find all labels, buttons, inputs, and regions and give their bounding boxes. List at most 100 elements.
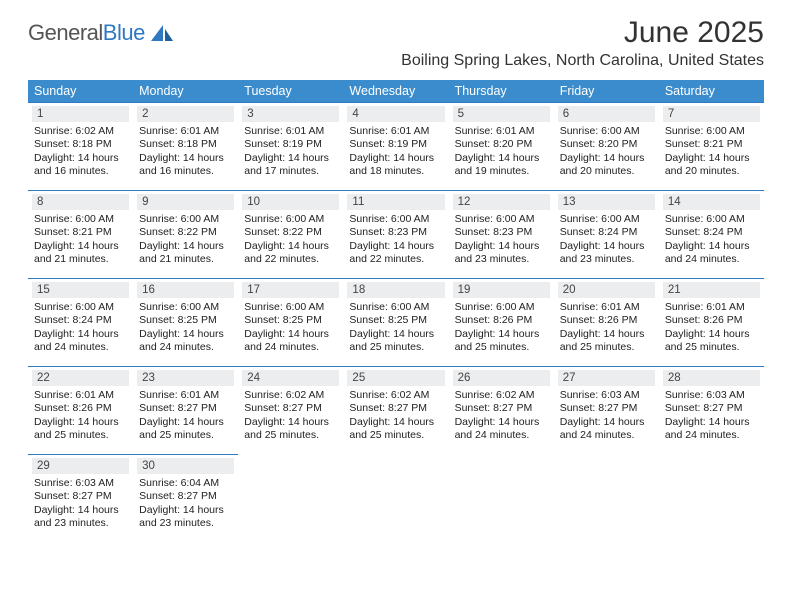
brand-part2: Blue: [103, 20, 145, 45]
day-cell: 19Sunrise: 6:00 AMSunset: 8:26 PMDayligh…: [449, 279, 554, 367]
day-number: 26: [453, 370, 550, 386]
day-number: 13: [558, 194, 655, 210]
day-cell: 13 Sunrise: 6:00 AMSunset: 8:24 PMDayligh…: [554, 191, 659, 279]
day-cell: 29Sunrise: 6:03 AMSunset: 8:27 PMDayligh…: [28, 455, 133, 541]
day-details: Sunrise: 6:02 AMSunset: 8:27 PMDaylight:…: [242, 389, 339, 443]
day-cell: 30 Sunrise: 6:04 AMSunset: 8:27 PMDayligh…: [133, 455, 238, 541]
day-number: 8: [32, 194, 129, 210]
day-number: 17: [242, 282, 339, 298]
day-number: 1: [32, 106, 129, 122]
empty-cell: [554, 455, 659, 541]
day-cell: 28Sunrise: 6:03 AMSunset: 8:27 PMDayligh…: [659, 367, 764, 455]
day-number: 24: [242, 370, 339, 386]
day-details: Sunrise: 6:00 AMSunset: 8:25 PMDaylight:…: [347, 301, 444, 355]
day-details: Sunrise: 6:00 AMSunset: 8:20 PMDaylight:…: [558, 125, 655, 179]
day-cell: 20 Sunrise: 6:01 AMSunset: 8:26 PMDayligh…: [554, 279, 659, 367]
day-details: Sunrise: 6:00 AMSunset: 8:26 PMDaylight:…: [453, 301, 550, 355]
day-details: Sunrise: 6:02 AMSunset: 8:27 PMDaylight:…: [347, 389, 444, 443]
day-cell: 27Sunrise: 6:03 AMSunset: 8:27 PMDayligh…: [554, 367, 659, 455]
day-details: Sunrise: 6:03 AMSunset: 8:27 PMDaylight:…: [32, 477, 129, 531]
day-details: Sunrise: 6:03 AMSunset: 8:27 PMDaylight:…: [663, 389, 760, 443]
dh-mon: Monday: [133, 80, 238, 103]
empty-cell: [449, 455, 554, 541]
day-cell: 25 Sunrise: 6:02 AMSunset: 8:27 PMDayligh…: [343, 367, 448, 455]
day-details: Sunrise: 6:04 AMSunset: 8:27 PMDaylight:…: [137, 477, 234, 531]
day-number: 3: [242, 106, 339, 122]
day-details: Sunrise: 6:01 AMSunset: 8:19 PMDaylight:…: [242, 125, 339, 179]
day-details: Sunrise: 6:00 AMSunset: 8:24 PMDaylight:…: [663, 213, 760, 267]
calendar-row: 8 Sunrise: 6:00 AMSunset: 8:21 PMDaylight…: [28, 191, 764, 279]
day-number: 23: [137, 370, 234, 386]
day-number: 6: [558, 106, 655, 122]
dh-thu: Thursday: [449, 80, 554, 103]
empty-cell: [659, 455, 764, 541]
day-number: 12: [453, 194, 550, 210]
calendar-row: 22 Sunrise: 6:01 AMSunset: 8:26 PMDayligh…: [28, 367, 764, 455]
day-details: Sunrise: 6:00 AMSunset: 8:25 PMDaylight:…: [242, 301, 339, 355]
day-details: Sunrise: 6:00 AMSunset: 8:22 PMDaylight:…: [242, 213, 339, 267]
day-details: Sunrise: 6:03 AMSunset: 8:27 PMDaylight:…: [558, 389, 655, 443]
brand-part1: General: [28, 20, 103, 45]
calendar-row: 29Sunrise: 6:03 AMSunset: 8:27 PMDayligh…: [28, 455, 764, 541]
day-header-row: Sunday Monday Tuesday Wednesday Thursday…: [28, 80, 764, 103]
day-details: Sunrise: 6:01 AMSunset: 8:18 PMDaylight:…: [137, 125, 234, 179]
day-cell: 9Sunrise: 6:00 AMSunset: 8:22 PMDaylight…: [133, 191, 238, 279]
day-number: 16: [137, 282, 234, 298]
sail-icon: [149, 23, 175, 43]
day-details: Sunrise: 6:01 AMSunset: 8:27 PMDaylight:…: [137, 389, 234, 443]
page-title: June 2025: [624, 16, 764, 50]
day-cell: 11 Sunrise: 6:00 AMSunset: 8:23 PMDayligh…: [343, 191, 448, 279]
empty-cell: [238, 455, 343, 541]
day-details: Sunrise: 6:01 AMSunset: 8:26 PMDaylight:…: [32, 389, 129, 443]
day-cell: 24 Sunrise: 6:02 AMSunset: 8:27 PMDayligh…: [238, 367, 343, 455]
day-details: Sunrise: 6:00 AMSunset: 8:24 PMDaylight:…: [32, 301, 129, 355]
day-cell: 12 Sunrise: 6:00 AMSunset: 8:23 PMDayligh…: [449, 191, 554, 279]
day-details: Sunrise: 6:00 AMSunset: 8:25 PMDaylight:…: [137, 301, 234, 355]
page-subtitle: Boiling Spring Lakes, North Carolina, Un…: [28, 52, 764, 70]
day-details: Sunrise: 6:00 AMSunset: 8:21 PMDaylight:…: [32, 213, 129, 267]
day-cell: 16 Sunrise: 6:00 AMSunset: 8:25 PMDayligh…: [133, 279, 238, 367]
day-number: 7: [663, 106, 760, 122]
day-number: 30: [137, 458, 234, 474]
day-cell: 22 Sunrise: 6:01 AMSunset: 8:26 PMDayligh…: [28, 367, 133, 455]
dh-wed: Wednesday: [343, 80, 448, 103]
dh-sun: Sunday: [28, 80, 133, 103]
day-details: Sunrise: 6:00 AMSunset: 8:24 PMDaylight:…: [558, 213, 655, 267]
day-cell: 10 Sunrise: 6:00 AMSunset: 8:22 PMDayligh…: [238, 191, 343, 279]
day-details: Sunrise: 6:00 AMSunset: 8:22 PMDaylight:…: [137, 213, 234, 267]
dh-tue: Tuesday: [238, 80, 343, 103]
day-cell: 1 Sunrise: 6:02 AMSunset: 8:18 PMDaylight…: [28, 103, 133, 191]
day-details: Sunrise: 6:00 AMSunset: 8:23 PMDaylight:…: [453, 213, 550, 267]
day-cell: 21 Sunrise: 6:01 AMSunset: 8:26 PMDayligh…: [659, 279, 764, 367]
dh-sat: Saturday: [659, 80, 764, 103]
day-number: 2: [137, 106, 234, 122]
day-details: Sunrise: 6:01 AMSunset: 8:26 PMDaylight:…: [663, 301, 760, 355]
day-cell: 5Sunrise: 6:01 AMSunset: 8:20 PMDaylight…: [449, 103, 554, 191]
day-cell: 2 Sunrise: 6:01 AMSunset: 8:18 PMDaylight…: [133, 103, 238, 191]
calendar-page: GeneralBlue June 2025 Boiling Spring Lak…: [0, 0, 792, 551]
day-details: Sunrise: 6:01 AMSunset: 8:19 PMDaylight:…: [347, 125, 444, 179]
day-cell: 7Sunrise: 6:00 AMSunset: 8:21 PMDaylight…: [659, 103, 764, 191]
day-number: 21: [663, 282, 760, 298]
day-number: 11: [347, 194, 444, 210]
day-cell: 14Sunrise: 6:00 AMSunset: 8:24 PMDayligh…: [659, 191, 764, 279]
dh-fri: Friday: [554, 80, 659, 103]
empty-cell: [343, 455, 448, 541]
day-cell: 3 Sunrise: 6:01 AMSunset: 8:19 PMDaylight…: [238, 103, 343, 191]
day-cell: 17 Sunrise: 6:00 AMSunset: 8:25 PMDayligh…: [238, 279, 343, 367]
calendar-row: 1 Sunrise: 6:02 AMSunset: 8:18 PMDaylight…: [28, 103, 764, 191]
calendar-table: Sunday Monday Tuesday Wednesday Thursday…: [28, 80, 764, 541]
day-number: 20: [558, 282, 655, 298]
day-details: Sunrise: 6:01 AMSunset: 8:20 PMDaylight:…: [453, 125, 550, 179]
day-details: Sunrise: 6:01 AMSunset: 8:26 PMDaylight:…: [558, 301, 655, 355]
day-number: 18: [347, 282, 444, 298]
day-cell: 6 Sunrise: 6:00 AMSunset: 8:20 PMDaylight…: [554, 103, 659, 191]
day-cell: 15Sunrise: 6:00 AMSunset: 8:24 PMDayligh…: [28, 279, 133, 367]
day-number: 22: [32, 370, 129, 386]
day-number: 10: [242, 194, 339, 210]
day-cell: 26Sunrise: 6:02 AMSunset: 8:27 PMDayligh…: [449, 367, 554, 455]
calendar-row: 15Sunrise: 6:00 AMSunset: 8:24 PMDayligh…: [28, 279, 764, 367]
day-details: Sunrise: 6:00 AMSunset: 8:23 PMDaylight:…: [347, 213, 444, 267]
day-number: 25: [347, 370, 444, 386]
day-details: Sunrise: 6:02 AMSunset: 8:18 PMDaylight:…: [32, 125, 129, 179]
